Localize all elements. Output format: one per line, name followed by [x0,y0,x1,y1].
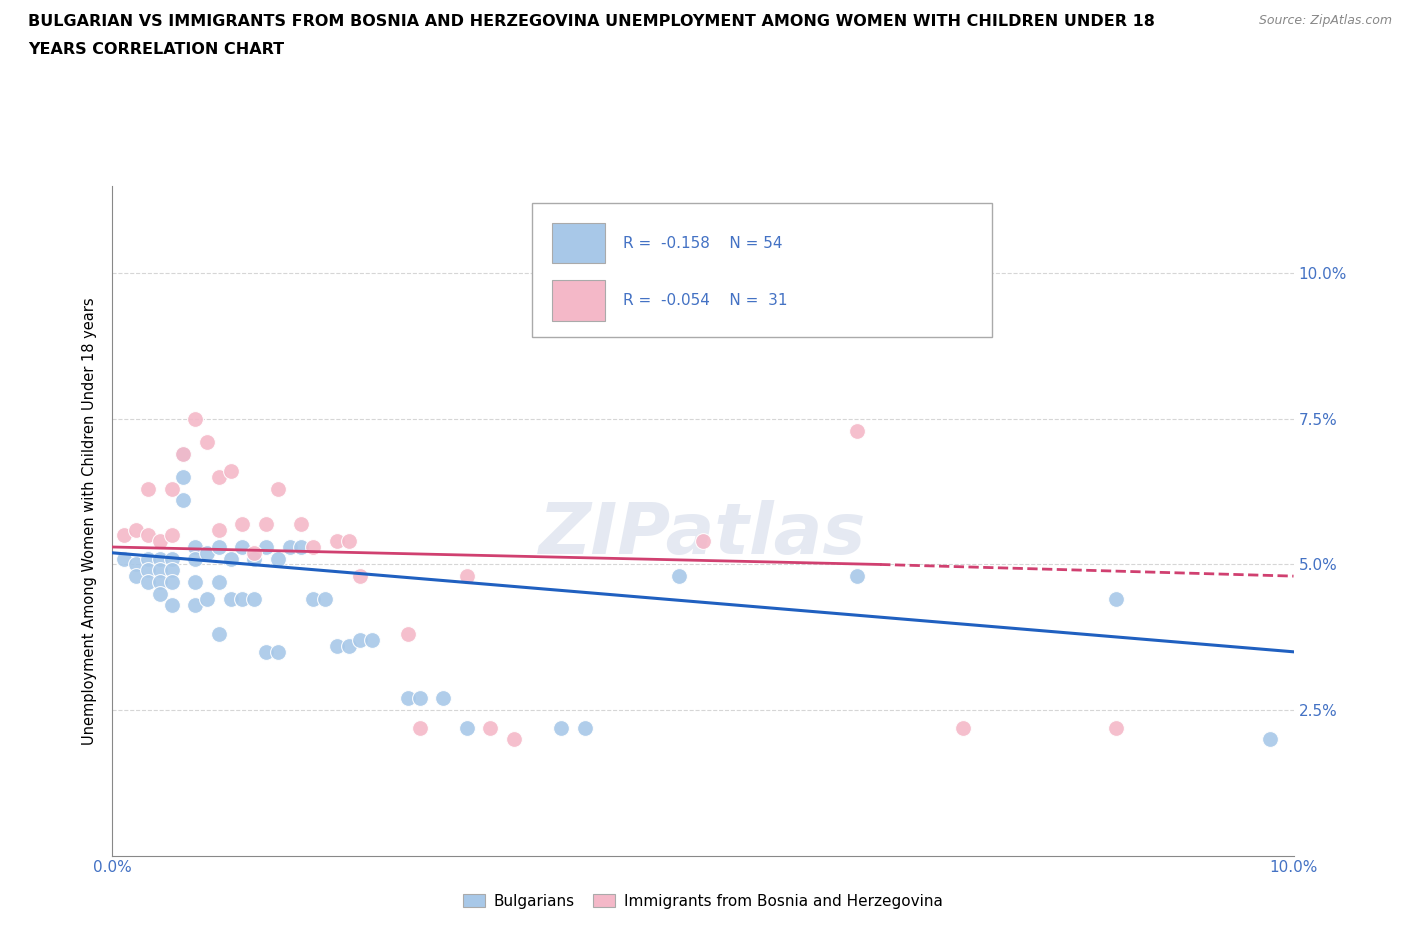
Point [267,482,290,497]
Point [149,575,172,590]
Point [184,539,207,554]
Point [208,470,231,485]
Point [952,720,974,735]
Point [408,691,430,706]
Point [112,528,135,543]
Point [219,551,242,566]
Point [208,575,231,590]
Point [160,482,183,497]
Legend: Bulgarians, Immigrants from Bosnia and Herzegovina: Bulgarians, Immigrants from Bosnia and H… [457,887,949,915]
Point [302,592,325,607]
Point [326,639,349,654]
Point [479,720,502,735]
Point [349,568,371,583]
Point [243,545,266,560]
Point [195,434,218,449]
FancyBboxPatch shape [551,223,605,263]
Point [1105,720,1128,735]
Point [243,592,266,607]
Point [208,539,231,554]
Point [184,575,207,590]
Text: BULGARIAN VS IMMIGRANTS FROM BOSNIA AND HERZEGOVINA UNEMPLOYMENT AMONG WOMEN WIT: BULGARIAN VS IMMIGRANTS FROM BOSNIA AND … [28,14,1154,29]
FancyBboxPatch shape [531,203,993,337]
Point [231,516,253,531]
Point [149,551,172,566]
Point [125,522,148,537]
Point [254,539,277,554]
Point [254,644,277,659]
Point [219,592,242,607]
Point [845,568,868,583]
Point [267,644,290,659]
Point [337,534,360,549]
Point [136,482,159,497]
Text: R =  -0.054    N =  31: R = -0.054 N = 31 [623,293,787,308]
Point [1258,732,1281,747]
Point [184,411,207,426]
Point [136,563,159,578]
Point [503,732,526,747]
Text: YEARS CORRELATION CHART: YEARS CORRELATION CHART [28,42,284,57]
Point [160,575,183,590]
Point [208,627,231,642]
Point [184,598,207,613]
Point [125,568,148,583]
Point [302,539,325,554]
Point [326,534,349,549]
Point [550,720,572,735]
Point [337,639,360,654]
Point [254,516,277,531]
Point [668,568,690,583]
Point [172,470,194,485]
Point [314,592,336,607]
Point [136,528,159,543]
Point [112,551,135,566]
Point [361,632,384,647]
Point [278,539,301,554]
Point [408,720,430,735]
Point [456,568,478,583]
Text: Source: ZipAtlas.com: Source: ZipAtlas.com [1258,14,1392,27]
Point [125,557,148,572]
Point [149,534,172,549]
Point [845,423,868,438]
Point [136,575,159,590]
Point [195,545,218,560]
Point [396,691,419,706]
Point [574,720,596,735]
Point [692,534,714,549]
Text: R =  -0.158    N = 54: R = -0.158 N = 54 [623,235,782,251]
FancyBboxPatch shape [551,281,605,321]
Point [432,691,454,706]
Point [172,446,194,461]
Y-axis label: Unemployment Among Women with Children Under 18 years: Unemployment Among Women with Children U… [82,297,97,745]
Text: ZIPatlas: ZIPatlas [540,499,866,568]
Point [290,539,312,554]
Point [396,627,419,642]
Point [231,539,253,554]
Point [160,528,183,543]
Point [195,592,218,607]
Point [172,493,194,508]
Point [208,522,231,537]
Point [184,551,207,566]
Point [160,551,183,566]
Point [160,598,183,613]
Point [219,464,242,479]
Point [172,446,194,461]
Point [349,632,371,647]
Point [136,551,159,566]
Point [456,720,478,735]
Point [149,563,172,578]
Point [149,586,172,601]
Point [267,551,290,566]
Point [243,551,266,566]
Point [231,592,253,607]
Point [290,516,312,531]
Point [160,563,183,578]
Point [1105,592,1128,607]
